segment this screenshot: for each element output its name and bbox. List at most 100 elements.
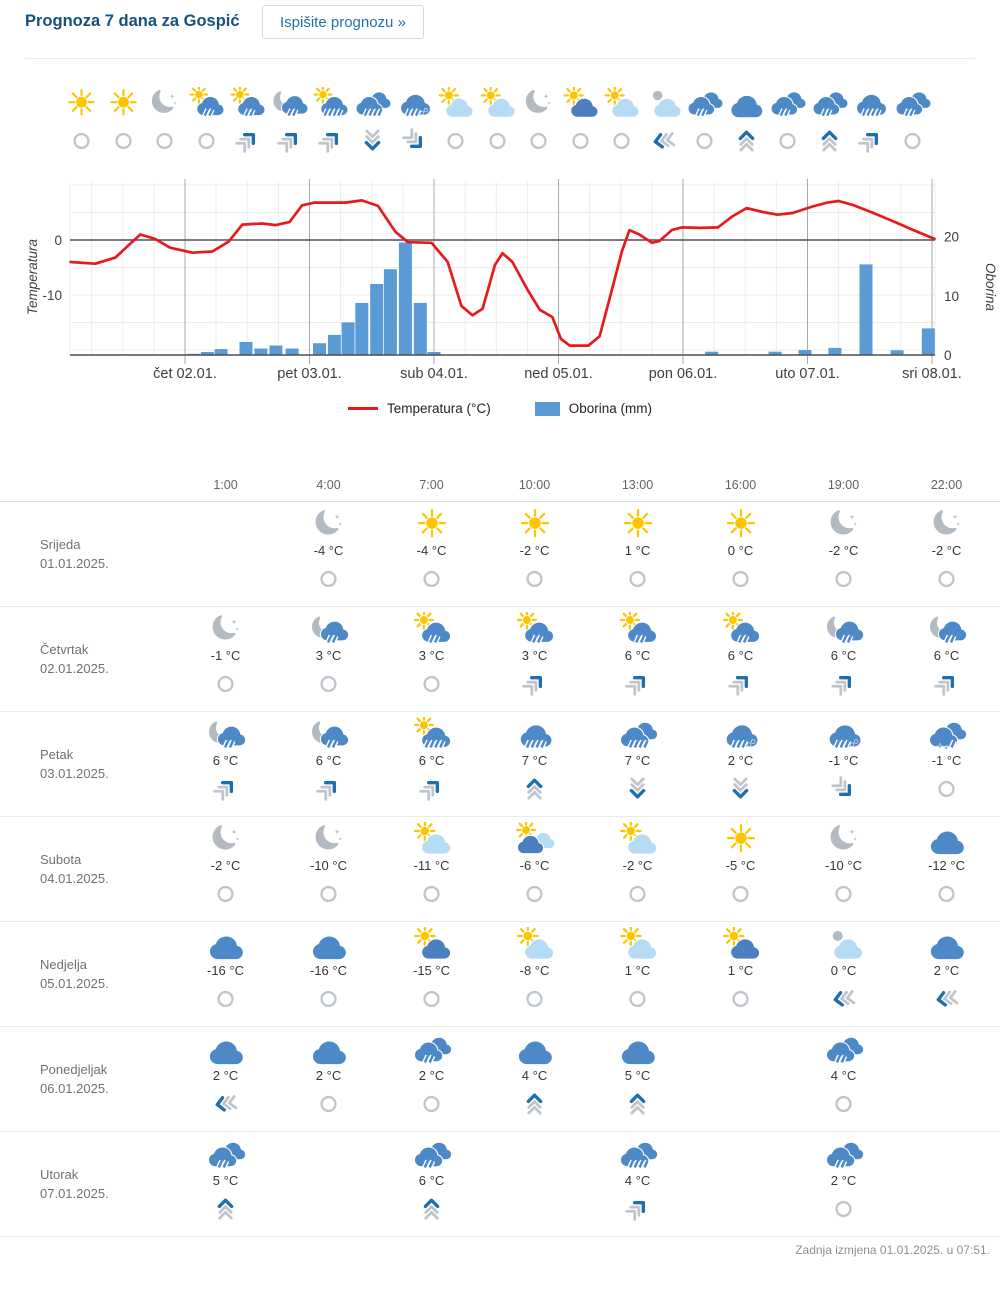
- wind-n-icon: [625, 1091, 650, 1116]
- sun-icon: [412, 507, 452, 541]
- temperature-value: 2 °C: [418, 1068, 445, 1083]
- wind-calm-icon: [194, 128, 219, 153]
- strip-cell: [684, 87, 726, 153]
- moon-cloud-rain-icon: [309, 612, 349, 646]
- sun-cloud-rain-icon: [229, 87, 266, 119]
- temperature-value: -1 °C: [931, 753, 962, 768]
- temperature-value: 6 °C: [212, 753, 239, 768]
- cloud-icon: [728, 87, 765, 119]
- sun-cloud-rain-heavy-icon: [412, 717, 452, 751]
- wind-n-icon: [419, 1196, 444, 1221]
- forecast-cell: -6 °C: [483, 817, 586, 921]
- forecast-cell: -1 °C: [895, 712, 998, 816]
- wind-calm-icon: [625, 986, 650, 1011]
- day-label: Četvrtak 02.01.2025.: [0, 607, 174, 711]
- print-forecast-button[interactable]: Ispišite prognozu »: [262, 5, 424, 39]
- rain-sleet-icon: [721, 717, 761, 751]
- cloud-icon: [927, 822, 967, 856]
- rain-sleet-icon: [824, 717, 864, 751]
- wind-ne-icon: [858, 128, 883, 153]
- temperature-value: 7 °C: [624, 753, 651, 768]
- forecast-cell: 5 °C: [586, 1027, 689, 1131]
- time-header: 22:00: [930, 478, 963, 492]
- forecast-cell: 6 °C: [586, 607, 689, 711]
- temperature-value: -2 °C: [931, 543, 962, 558]
- cloud-rain-heavy-icon: [515, 717, 555, 751]
- time-header: 10:00: [518, 478, 551, 492]
- temperature-value: -15 °C: [413, 963, 450, 978]
- temperature-value: 0 °C: [727, 543, 754, 558]
- forecast-cell: -11 °C: [380, 817, 483, 921]
- wind-calm-icon: [934, 881, 959, 906]
- forecast-cell-empty: [895, 1132, 998, 1236]
- forecast-cell: 0 °C: [689, 502, 792, 606]
- forecast-cell: 4 °C: [792, 1027, 895, 1131]
- day-row: Nedjelja 05.01.2025. -16 °C -16 °C: [0, 922, 1000, 1027]
- wind-ne-icon: [728, 671, 753, 696]
- forecast-cell: 6 °C: [380, 1132, 483, 1236]
- sun-cloud-rain-icon: [412, 612, 452, 646]
- day-name: Nedjelja: [40, 957, 87, 972]
- wind-calm-icon: [316, 986, 341, 1011]
- svg-text:0: 0: [54, 233, 62, 248]
- sun-cloud-light-icon: [515, 927, 555, 961]
- day-date: 01.01.2025.: [40, 556, 109, 571]
- forecast-cell: -2 °C: [895, 502, 998, 606]
- svg-text:uto 07.01.: uto 07.01.: [775, 366, 840, 382]
- day-date: 02.01.2025.: [40, 661, 109, 676]
- strip-cell: [269, 87, 311, 153]
- temperature-value: 1 °C: [727, 963, 754, 978]
- svg-text:-10: -10: [42, 288, 62, 303]
- day-label: Utorak 07.01.2025.: [0, 1132, 174, 1236]
- temperature-value: -12 °C: [928, 858, 965, 873]
- time-header: 16:00: [724, 478, 757, 492]
- temperature-value: -1 °C: [828, 753, 859, 768]
- forecast-cell: -10 °C: [792, 817, 895, 921]
- forecast-cell: 2 °C: [895, 922, 998, 1026]
- wind-calm-icon: [900, 128, 925, 153]
- wind-calm-icon: [213, 986, 238, 1011]
- temperature-value: 1 °C: [624, 963, 651, 978]
- forecast-cell: 1 °C: [586, 502, 689, 606]
- wind-calm-icon: [485, 128, 510, 153]
- forecast-cell: 2 °C: [792, 1132, 895, 1236]
- sun-cloud-light-icon: [479, 87, 516, 119]
- time-header: 1:00: [213, 478, 238, 492]
- wind-calm-icon: [419, 1091, 444, 1116]
- legend-line-swatch: [348, 407, 379, 410]
- wind-calm-icon: [419, 566, 444, 591]
- temperature-value: 5 °C: [624, 1068, 651, 1083]
- temperature-value: 6 °C: [418, 1173, 445, 1188]
- temperature-value: 3 °C: [521, 648, 548, 663]
- legend-item: Oborina (mm): [534, 401, 652, 416]
- forecast-cell: -8 °C: [483, 922, 586, 1026]
- strip-cell: [310, 87, 352, 153]
- forecast-cell: 1 °C: [689, 922, 792, 1026]
- wind-calm-icon: [775, 128, 800, 153]
- forecast-cell: -10 °C: [277, 817, 380, 921]
- wind-se-icon: [831, 776, 856, 801]
- sun-cloud-light-icon: [603, 87, 640, 119]
- clouds-rain-icon: [824, 1137, 864, 1171]
- wind-calm-icon: [728, 566, 753, 591]
- svg-text:20: 20: [944, 230, 959, 245]
- time-header: 19:00: [827, 478, 860, 492]
- svg-text:sri 08.01.: sri 08.01.: [902, 366, 962, 382]
- day-date: 04.01.2025.: [40, 871, 109, 886]
- wind-n-icon: [213, 1196, 238, 1221]
- wind-s-icon: [625, 776, 650, 801]
- moon-cloud-rain-icon: [271, 87, 308, 119]
- wind-calm-icon: [568, 128, 593, 153]
- moon-cloud-rain-icon: [824, 612, 864, 646]
- forecast-cell: 7 °C: [483, 712, 586, 816]
- clouds-rain-icon: [206, 1137, 246, 1171]
- day-header-spacer: [0, 468, 174, 501]
- temperature-value: -8 °C: [519, 963, 550, 978]
- forecast-cell: -2 °C: [174, 817, 277, 921]
- temperature-value: 2 °C: [933, 963, 960, 978]
- wind-calm-icon: [831, 1091, 856, 1116]
- legend-item: Temperatura (°C): [348, 401, 491, 416]
- forecast-cell: -16 °C: [174, 922, 277, 1026]
- wind-calm-icon: [213, 671, 238, 696]
- forecast-cell: -16 °C: [277, 922, 380, 1026]
